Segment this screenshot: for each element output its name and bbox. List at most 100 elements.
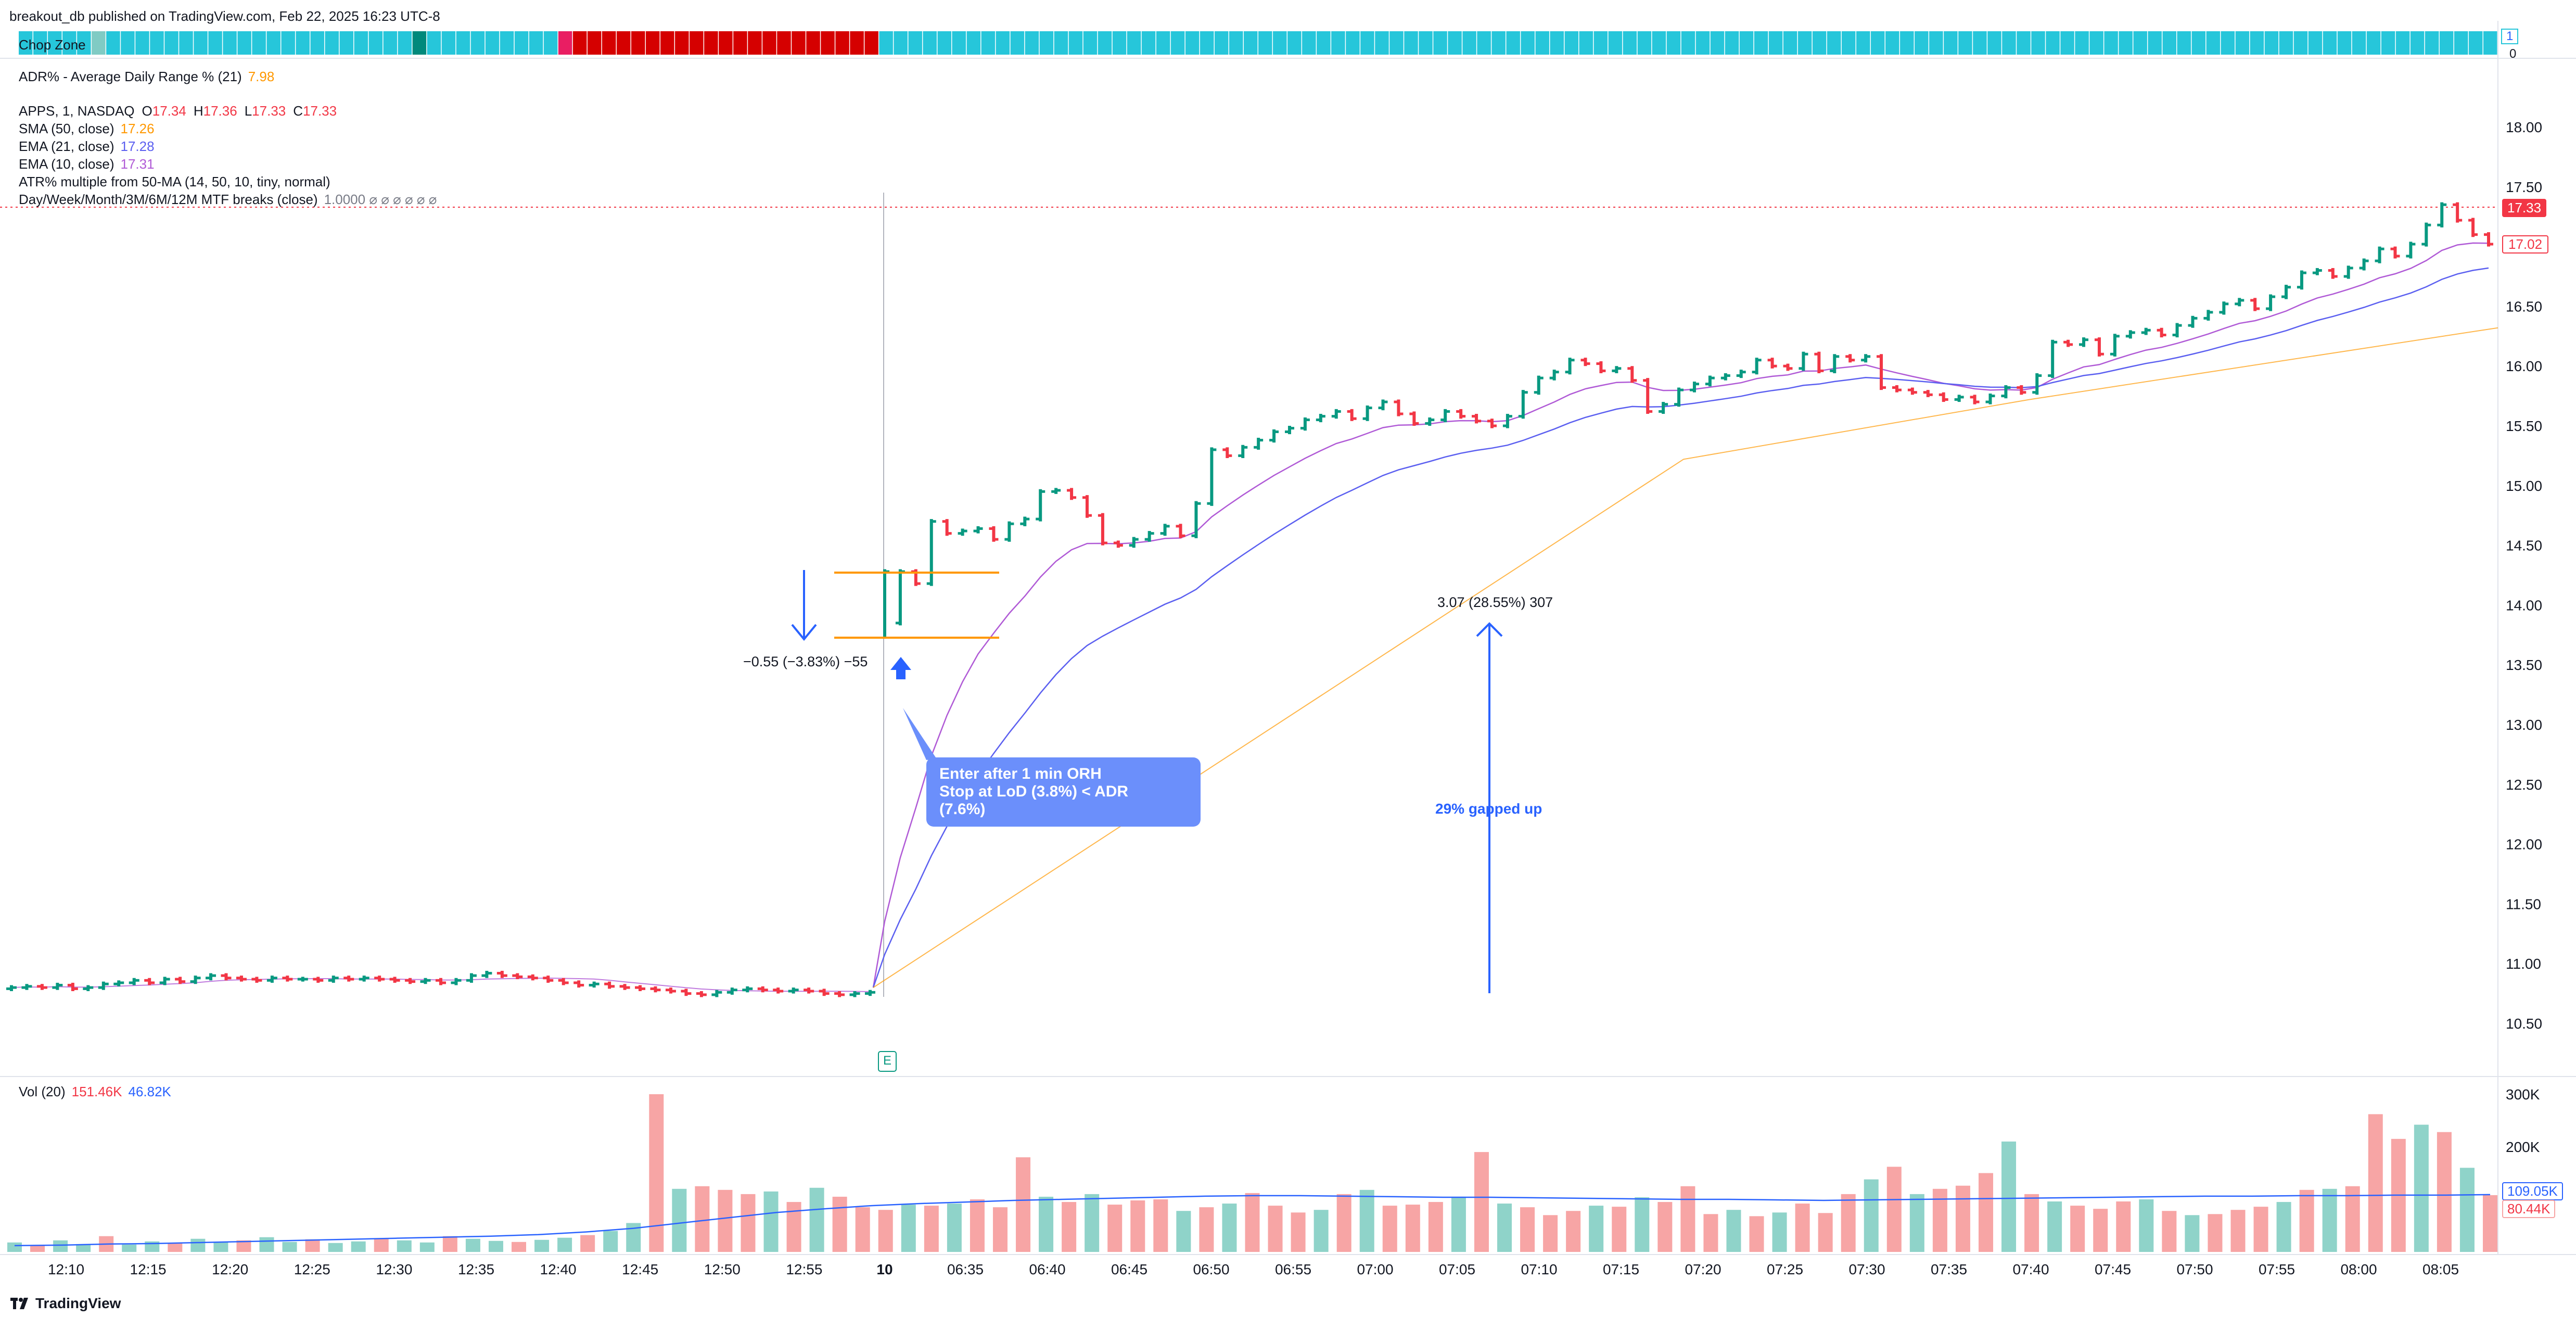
chop-zone-cell (135, 31, 149, 55)
volume-bar (2208, 1214, 2223, 1252)
chop-zone-cell (937, 31, 952, 55)
volume-bar (2230, 1210, 2246, 1252)
volume-bar (1176, 1211, 1191, 1252)
volume-bar (1497, 1204, 1512, 1252)
time-tick-label: 06:40 (1029, 1261, 1065, 1277)
moving-averages (11, 242, 2498, 992)
indicator-sma50[interactable]: SMA (50, close) 17.26 (19, 121, 155, 136)
chop-zone-cell (1054, 31, 1068, 55)
chop-zone-cell (2148, 31, 2162, 55)
chop-zone-cell (1200, 31, 1214, 55)
atr-label: ATR% multiple from 50-MA (14, 50, 10, ti… (19, 174, 330, 189)
chop-zone-cell (631, 31, 645, 55)
chop-zone-cell (558, 31, 572, 55)
volume-bar (1153, 1199, 1168, 1252)
volume-bar (763, 1191, 779, 1252)
chop-zone-cell (1039, 31, 1054, 55)
earnings-badge[interactable] (878, 1051, 897, 1072)
chop-zone-cell (1637, 31, 1652, 55)
indicator-ema21[interactable]: EMA (21, close) 17.28 (19, 138, 155, 154)
chop-zone-cell (2410, 31, 2425, 55)
chop-zone-cell (616, 31, 631, 55)
chop-zone-cell (966, 31, 981, 55)
publish-info: breakout_db published on TradingView.com… (9, 8, 440, 24)
time-tick-label: 07:05 (1439, 1261, 1475, 1277)
candles-group (6, 202, 2493, 997)
volume-axis: 300K 200K (2506, 1086, 2540, 1155)
chop-zone-cell (762, 31, 776, 55)
chop-zone-cell (2264, 31, 2279, 55)
indicator-ema10[interactable]: EMA (10, close) 17.31 (19, 156, 155, 172)
chop-zone-label: Chop Zone (19, 37, 86, 53)
chop-zone-cell (1448, 31, 1462, 55)
ema21-label: EMA (21, close) (19, 138, 114, 154)
chop-zone-cell (835, 31, 849, 55)
volume-bar (786, 1202, 801, 1252)
volume-bar (947, 1204, 962, 1252)
open-value: 17.34 (152, 103, 186, 119)
chop-zone-cell (1695, 31, 1710, 55)
chop-zone-cell (2133, 31, 2147, 55)
volume-bar (122, 1244, 137, 1252)
chop-zone-cell (2017, 31, 2031, 55)
sma50-label: SMA (50, close) (19, 121, 114, 136)
time-axis[interactable]: 12:10 12:15 12:20 12:25 12:30 12:35 12:40 12:45… (48, 1261, 2459, 1277)
chop-zone-cell (2395, 31, 2410, 55)
chop-zone-cell (1812, 31, 1827, 55)
chop-zone-cell (850, 31, 864, 55)
chop-zone-cell (194, 31, 208, 55)
volume-bar (1130, 1200, 1145, 1252)
chop-zone-cell (310, 31, 324, 55)
chop-zone-cell (806, 31, 820, 55)
annotations-layer (791, 570, 1503, 1072)
chop-zone-cell (1666, 31, 1681, 55)
volume-ma-badge: 109.05K (2502, 1182, 2563, 1200)
volume-bar (695, 1186, 710, 1252)
time-tick-label: 07:15 (1603, 1261, 1639, 1277)
time-tick-label: 12:15 (130, 1261, 167, 1277)
chop-zone-cell (2235, 31, 2250, 55)
chop-zone-cell (121, 31, 135, 55)
time-tick-label: 12:40 (540, 1261, 577, 1277)
symbol-name[interactable]: APPS, 1, NASDAQ (19, 103, 135, 119)
chop-zone-cell (1870, 31, 1885, 55)
indicator-mtf[interactable]: Day/Week/Month/3M/6M/12M MTF breaks (clo… (19, 192, 437, 207)
chop-zone-cell (1141, 31, 1156, 55)
chop-zone-cell (1754, 31, 1768, 55)
indicator-atr[interactable]: ATR% multiple from 50-MA (14, 50, 10, ti… (19, 174, 330, 189)
chop-zone-cell (1958, 31, 1972, 55)
volume-bar (1635, 1197, 1650, 1252)
price-tick-label: 11.00 (2506, 956, 2541, 972)
chop-zone-cell (660, 31, 674, 55)
ema21-value: 17.28 (120, 138, 155, 154)
time-tick-label: 06:35 (947, 1261, 984, 1277)
volume-bar (236, 1240, 251, 1252)
chop-zone-cell (2483, 31, 2497, 55)
mtf-value: 1.0000 ⌀ ⌀ ⌀ ⌀ ⌀ ⌀ (324, 192, 437, 207)
tradingview-logo[interactable]: TradingView (10, 1295, 121, 1312)
volume-label: Vol (20) (19, 1084, 66, 1099)
volume-bar (1336, 1194, 1351, 1252)
chop-zone-cell (2221, 31, 2235, 55)
volume-bar (30, 1245, 45, 1252)
price-axis[interactable]: 18.0017.5017.0016.5016.0015.5015.0014.50… (2506, 119, 2542, 1032)
chop-zone-cell (1797, 31, 1812, 55)
volume-bar (465, 1238, 480, 1252)
volume-bar (305, 1239, 320, 1252)
chop-zone-cell (223, 31, 237, 55)
volume-bar (992, 1207, 1008, 1252)
chop-zone-cell (719, 31, 733, 55)
chop-zone-cell (602, 31, 616, 55)
chop-zone-cell (2177, 31, 2191, 55)
symbol-legend[interactable]: APPS, 1, NASDAQ O 17.34 H 17.36 L 17.33 C 17… (19, 103, 337, 119)
chop-zone-cell (266, 31, 280, 55)
chop-zone-cell (1521, 31, 1535, 55)
volume-legend[interactable]: Vol (20) 151.46K 46.82K (19, 1084, 171, 1099)
volume-bar (2276, 1202, 2291, 1252)
chop-zone-cell (1360, 31, 1374, 55)
callout-text: Enter after 1 min ORH Stop at LoD (3.8%)… (939, 765, 1128, 818)
volume-bar (1978, 1173, 1993, 1252)
chop-zone-cell (2060, 31, 2074, 55)
earnings-marker-label: E (883, 1054, 892, 1068)
